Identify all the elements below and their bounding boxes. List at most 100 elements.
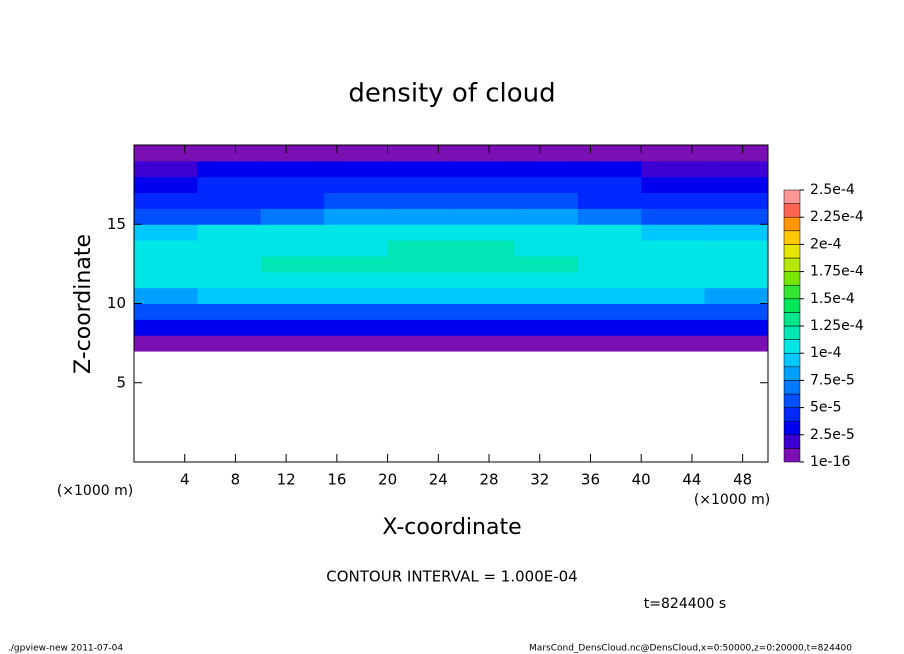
colorbar-swatch: [783, 393, 801, 408]
heatmap-cell: [134, 224, 198, 241]
heatmap-cell: [577, 208, 642, 225]
heatmap-cell: [704, 303, 769, 320]
heatmap-cell: [387, 303, 452, 320]
colorbar-swatch: [783, 420, 801, 436]
heatmap-cell: [197, 160, 262, 178]
heatmap-cell: [641, 303, 706, 320]
colorbar-label: 2e-4: [810, 236, 842, 252]
heatmap-cell: [387, 319, 452, 336]
colorbar-label: 2.5e-4: [810, 182, 855, 198]
heatmap-cell: [324, 255, 389, 273]
heatmap-cell: [260, 255, 325, 273]
heatmap-cell: [577, 240, 642, 257]
heatmap-cell: [641, 224, 706, 241]
heatmap-cell: [577, 255, 642, 273]
colorbar-swatch: [783, 230, 801, 245]
heatmap-cell: [134, 192, 198, 209]
x-tick-label: 16: [327, 471, 346, 489]
colorbar-swatch: [783, 434, 801, 449]
heatmap-cell: [514, 319, 579, 336]
heatmap-cell: [514, 160, 579, 178]
heatmap-cell: [197, 145, 262, 162]
heatmap-cell: [704, 287, 769, 304]
colorbar-swatch: [783, 284, 801, 300]
heatmap-cell: [260, 240, 325, 257]
heatmap-cell: [641, 335, 706, 352]
colorbar-swatch: [783, 298, 801, 313]
colorbar-swatch: [783, 380, 801, 395]
y-tick-label: 5: [116, 373, 126, 391]
x-tick-label: 24: [429, 471, 448, 489]
heatmap-cell: [704, 255, 769, 273]
x-tick-label: 8: [231, 471, 241, 489]
heatmap-cell: [451, 335, 515, 352]
heatmap-cell: [641, 145, 706, 162]
colorbar-swatch: [783, 244, 801, 259]
heatmap-cell: [134, 240, 198, 257]
heatmap-cell: [260, 176, 325, 194]
heatmap-cell: [704, 240, 769, 257]
colorbar-label: 1e-4: [810, 345, 842, 361]
heatmap-cell: [451, 319, 515, 336]
heatmap-cell: [514, 224, 579, 241]
colorbar-swatch: [783, 339, 801, 354]
heatmap-cell: [514, 271, 579, 289]
heatmap-cell: [704, 319, 769, 336]
x-unit-label: (×1000 m): [694, 492, 770, 508]
heatmap-cell: [577, 160, 642, 178]
heatmap-cell: [197, 240, 262, 257]
heatmap-cell: [260, 145, 325, 162]
heatmap-cell: [641, 271, 706, 289]
heatmap-cell: [451, 287, 515, 304]
heatmap-cell: [451, 271, 515, 289]
heatmap-cell: [704, 192, 769, 209]
heatmap-cell: [577, 176, 642, 194]
colorbar-label: 1.75e-4: [810, 264, 864, 280]
heatmap-cell: [387, 255, 452, 273]
footer-right: MarsCond_DensCloud.nc@DensCloud,x=0:5000…: [529, 644, 852, 654]
x-tick-label: 4: [180, 471, 190, 489]
heatmap-cell: [134, 271, 198, 289]
heatmap-cell: [260, 160, 325, 178]
heatmap-cell: [451, 303, 515, 320]
heatmap-cell: [577, 145, 642, 162]
contour-interval: CONTOUR INTERVAL = 1.000E-04: [326, 568, 577, 586]
heatmap-cell: [514, 208, 579, 225]
heatmap-cell: [641, 240, 706, 257]
colorbar-swatch: [783, 448, 801, 463]
heatmap-cell: [387, 176, 452, 194]
heatmap-cell: [704, 160, 769, 178]
heatmap-cell: [577, 319, 642, 336]
colorbar-label: 1.25e-4: [810, 318, 864, 334]
colorbar-label: 2.25e-4: [810, 209, 864, 225]
heatmap-cell: [451, 160, 515, 178]
heatmap-cell: [324, 145, 389, 162]
heatmap-cell: [324, 240, 389, 257]
colorbar-swatch: [783, 312, 801, 327]
heatmap-cell: [387, 271, 452, 289]
heatmap-cell: [641, 160, 706, 178]
heatmap-cell: [387, 224, 452, 241]
x-tick-label: 44: [682, 471, 701, 489]
heatmap-cell: [577, 303, 642, 320]
colorbar-swatch: [783, 189, 801, 204]
x-tick-label: 40: [632, 471, 651, 489]
heatmap-cell: [704, 208, 769, 225]
x-tick-label: 12: [277, 471, 296, 489]
heatmap-cell: [451, 224, 515, 241]
heatmap-cell: [197, 208, 262, 225]
heatmap-cell: [197, 192, 262, 209]
x-axis-label: X-coordinate: [382, 515, 521, 540]
colorbar-swatch: [783, 216, 801, 232]
x-tick-label: 32: [530, 471, 549, 489]
heatmap-cell: [704, 271, 769, 289]
heatmap-cell: [387, 208, 452, 225]
heatmap-cell: [134, 319, 198, 336]
colorbar-label: 1.5e-4: [810, 291, 855, 307]
heatmap-cell: [641, 208, 706, 225]
heatmap-cell: [260, 224, 325, 241]
x-tick-label: 20: [378, 471, 397, 489]
heatmap-cell: [197, 335, 262, 352]
heatmap-cell: [197, 287, 262, 304]
heatmap-cell: [134, 208, 198, 225]
